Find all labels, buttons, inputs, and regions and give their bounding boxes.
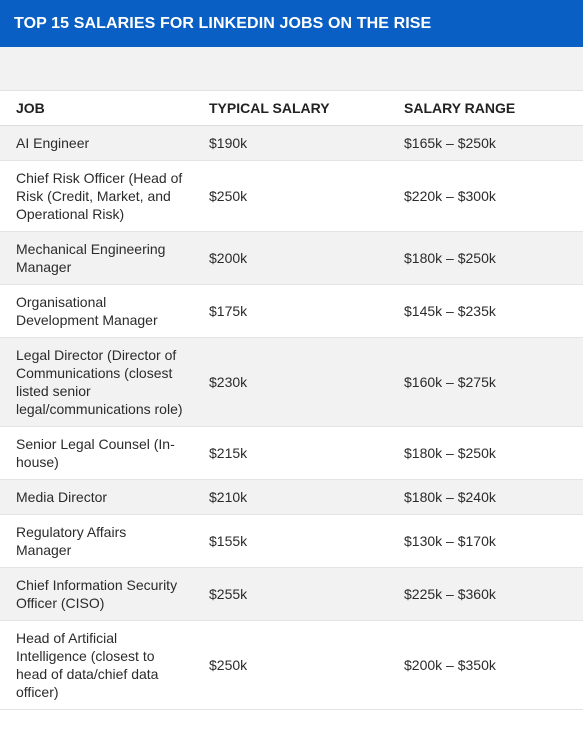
typical-salary-cell: $255k (193, 567, 388, 621)
salary-range-cell: $200k – $350k (388, 620, 583, 710)
column-header-job: JOB (0, 91, 193, 126)
job-title-cell: Head of Artificial Intelligence (closest… (0, 620, 193, 710)
column-header-salary-range: SALARY RANGE (388, 91, 583, 126)
salary-range-cell: $145k – $235k (388, 284, 583, 338)
table-title-banner: TOP 15 SALARIES FOR LINKEDIN JOBS ON THE… (0, 0, 583, 47)
typical-salary-cell: $215k (193, 426, 388, 480)
job-title-cell: Chief Information Security Officer (CISO… (0, 567, 193, 621)
typical-salary-cell: $200k (193, 231, 388, 285)
salary-range-cell: $130k – $170k (388, 514, 583, 568)
column-header-typical-salary: TYPICAL SALARY (193, 91, 388, 126)
typical-salary-cell: $175k (193, 284, 388, 338)
table-row: Media Director $210k $180k – $240k (0, 479, 583, 515)
salary-range-cell: $220k – $300k (388, 160, 583, 232)
job-title-cell: AI Engineer (0, 125, 193, 161)
table-row: AI Engineer $190k $165k – $250k (0, 125, 583, 161)
typical-salary-cell: $250k (193, 160, 388, 232)
job-title-cell: Organisational Development Manager (0, 284, 193, 338)
salary-range-cell: $180k – $240k (388, 479, 583, 515)
table-row: Mechanical Engineering Manager $200k $18… (0, 231, 583, 285)
typical-salary-cell: $250k (193, 620, 388, 710)
salary-range-cell: $160k – $275k (388, 337, 583, 427)
salaries-table: JOB TYPICAL SALARY SALARY RANGE AI Engin… (0, 91, 583, 710)
table-row: Chief Information Security Officer (CISO… (0, 567, 583, 621)
table-header-row: JOB TYPICAL SALARY SALARY RANGE (0, 91, 583, 126)
salary-range-cell: $180k – $250k (388, 426, 583, 480)
typical-salary-cell: $155k (193, 514, 388, 568)
table-row: Legal Director (Director of Communicatio… (0, 337, 583, 427)
table-row: Regulatory Affairs Manager $155k $130k –… (0, 514, 583, 568)
salary-range-cell: $165k – $250k (388, 125, 583, 161)
table-row: Organisational Development Manager $175k… (0, 284, 583, 338)
job-title-cell: Chief Risk Officer (Head of Risk (Credit… (0, 160, 193, 232)
table-title: TOP 15 SALARIES FOR LINKEDIN JOBS ON THE… (14, 14, 432, 32)
job-title-cell: Mechanical Engineering Manager (0, 231, 193, 285)
typical-salary-cell: $230k (193, 337, 388, 427)
salary-range-cell: $180k – $250k (388, 231, 583, 285)
salary-range-cell: $225k – $360k (388, 567, 583, 621)
job-title-cell: Regulatory Affairs Manager (0, 514, 193, 568)
table-row: Head of Artificial Intelligence (closest… (0, 620, 583, 710)
job-title-cell: Media Director (0, 479, 193, 515)
table-row: Chief Risk Officer (Head of Risk (Credit… (0, 160, 583, 232)
job-title-cell: Legal Director (Director of Communicatio… (0, 337, 193, 427)
typical-salary-cell: $210k (193, 479, 388, 515)
job-title-cell: Senior Legal Counsel (In-house) (0, 426, 193, 480)
blank-header-strip (0, 47, 583, 91)
typical-salary-cell: $190k (193, 125, 388, 161)
table-row: Senior Legal Counsel (In-house) $215k $1… (0, 426, 583, 480)
